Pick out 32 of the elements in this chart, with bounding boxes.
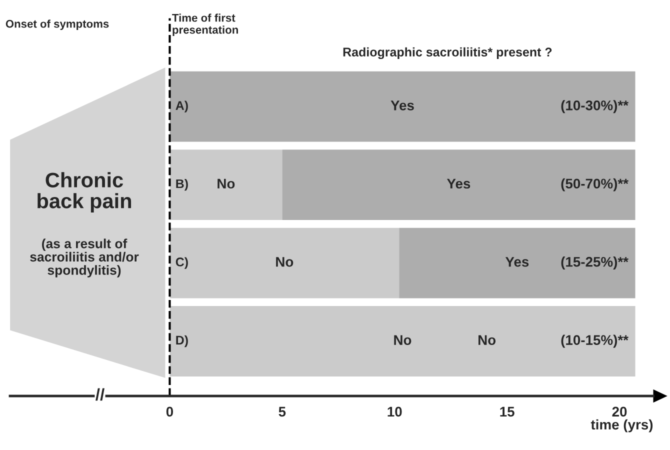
data-label: No [276,257,294,267]
x-tick-label: 20 [612,406,627,417]
data-label: No [394,335,412,345]
x-tick-label: 10 [388,406,402,417]
annotation: (as a result of sacroiliitis and/or spondylitis) [30,238,139,278]
annotation: Chronic back pain [38,172,132,213]
text: Radiographic sacroiliitis* present ? [343,47,552,60]
x-tick-label: 0 [166,406,174,417]
ref-line-label: Time of first presentation [172,14,238,36]
data-label: Yes [505,257,529,267]
data-label: Yes [446,178,470,189]
x-tick-label: 5 [278,406,286,417]
annotation: No [478,335,496,345]
annotation: (10-30%)** [561,100,628,114]
annotation: // [96,388,104,401]
data-label: No [218,178,235,189]
annotation: (50-70%)** [561,178,628,192]
bar [170,150,282,220]
bar [282,150,636,220]
y-tick-label: C) [176,257,188,269]
x-tick-label: 15 [500,406,514,417]
y-tick-label: D) [176,335,188,348]
data-label: Yes [390,100,414,110]
y-tick-label: A) [176,100,188,112]
annotation: (15-25%)** [561,256,628,270]
y-tick-label: B) [176,178,188,191]
bar [399,228,636,298]
bar [170,306,636,376]
x-axis-title: time (yrs) [590,419,653,432]
annotation: (10-15%)** [561,334,628,348]
annotation: Onset of symptoms [6,20,109,30]
bar [170,228,400,298]
